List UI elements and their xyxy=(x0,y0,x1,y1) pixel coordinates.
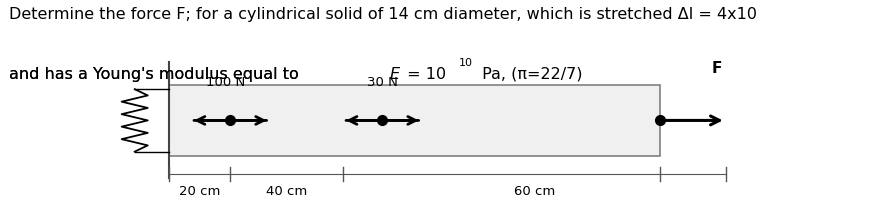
Text: Determine the force F; for a cylindrical solid of 14 cm diameter, which is stret: Determine the force F; for a cylindrical… xyxy=(9,7,757,22)
Text: = 10: = 10 xyxy=(402,67,447,82)
Text: and has a Young's modulus equal to: and has a Young's modulus equal to xyxy=(9,67,303,82)
Text: 100 N: 100 N xyxy=(206,76,246,89)
Text: 20 cm: 20 cm xyxy=(179,185,221,198)
Bar xyxy=(169,85,660,156)
Text: Pa, (π=22/7): Pa, (π=22/7) xyxy=(477,67,583,82)
Text: F: F xyxy=(712,61,722,76)
Text: and has a Young's modulus equal to: and has a Young's modulus equal to xyxy=(9,67,303,82)
Text: 10: 10 xyxy=(459,58,474,68)
Text: 60 cm: 60 cm xyxy=(514,185,555,198)
Text: E: E xyxy=(389,67,399,82)
Text: 30 N: 30 N xyxy=(367,76,398,89)
Text: 40 cm: 40 cm xyxy=(266,185,308,198)
